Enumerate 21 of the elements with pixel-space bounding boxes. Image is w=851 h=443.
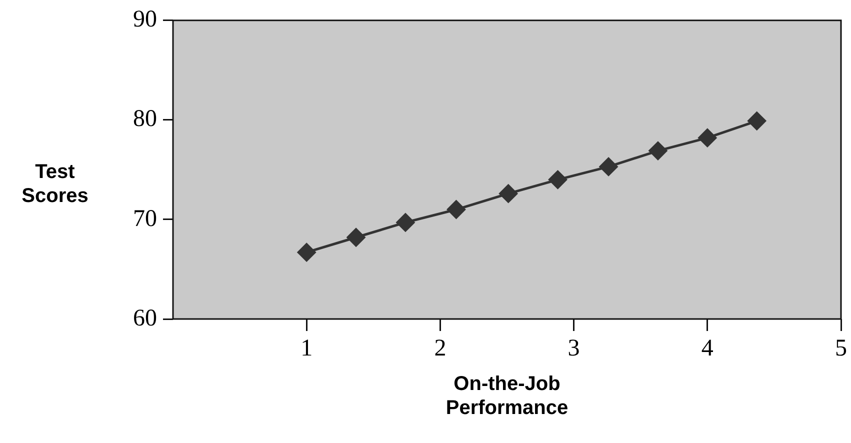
y-tick-label: 60: [133, 305, 157, 332]
y-tick-label: 80: [133, 106, 157, 132]
x-tick-label: 2: [434, 336, 446, 362]
point: [548, 170, 568, 190]
point: [446, 200, 466, 220]
point: [698, 128, 717, 148]
point: [346, 228, 366, 247]
y-tick-label: 70: [133, 206, 157, 232]
point: [396, 212, 415, 232]
point: [648, 141, 668, 160]
x-tick-label: 3: [568, 336, 580, 362]
y-tick-label: 90: [133, 6, 157, 33]
x-tick-label: 1: [300, 336, 313, 362]
y-axis-title: Test Scores: [20, 160, 90, 208]
point: [498, 184, 518, 204]
point: [297, 242, 316, 262]
x-tick-label: 4: [701, 336, 714, 362]
point: [747, 111, 766, 130]
x-tick-label: 5: [835, 336, 847, 362]
x-axis-title: On-the-Job Performance: [444, 372, 570, 420]
point: [599, 157, 618, 176]
